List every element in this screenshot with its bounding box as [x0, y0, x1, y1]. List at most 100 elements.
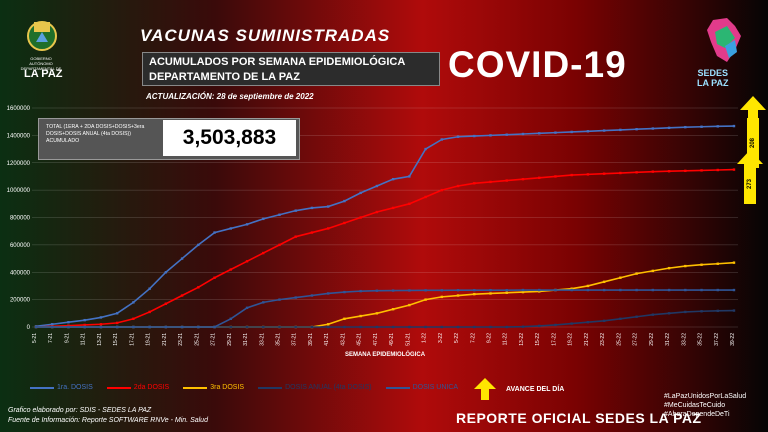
data-point: [294, 296, 297, 299]
data-point: [521, 290, 525, 294]
data-point: [505, 325, 508, 329]
x-tick-label: 5-22: [454, 333, 460, 343]
data-point: [164, 325, 168, 329]
x-tick-label: 25-21: [194, 333, 200, 346]
x-tick-label: 19-21: [146, 333, 152, 346]
data-point: [521, 177, 525, 181]
legend-label: DOSIS UNICA: [412, 384, 459, 391]
y-tick-label: 1600000: [7, 106, 31, 112]
x-tick-label: 33-22: [681, 333, 687, 346]
data-point: [538, 324, 541, 328]
data-point: [700, 263, 703, 266]
data-point: [732, 168, 736, 171]
data-point: [602, 129, 606, 132]
data-point: [489, 288, 492, 292]
hashtags: #LaPazUnidosPorLaSalud #MeCuidasTeCuido …: [664, 392, 746, 419]
sedes-map-icon: [707, 18, 741, 62]
data-point: [294, 325, 297, 329]
data-point: [489, 134, 492, 137]
report-label: REPORTE OFICIAL SEDES LA PAZ: [456, 410, 702, 426]
total-value: 3,503,883: [163, 120, 296, 156]
x-tick-label: 45-21: [357, 333, 363, 346]
data-point: [619, 276, 622, 279]
data-point: [326, 323, 330, 326]
data-point: [99, 316, 103, 319]
data-point: [375, 289, 379, 292]
data-point: [667, 312, 671, 315]
data-point: [489, 325, 492, 329]
sedes-logo-line2: LA PAZ: [697, 78, 729, 88]
y-tick-label: 1400000: [7, 133, 31, 139]
data-point: [408, 303, 411, 307]
data-point: [586, 130, 590, 133]
data-point: [197, 286, 200, 289]
data-point: [278, 213, 281, 216]
y-tick-label: 1000000: [7, 188, 31, 194]
data-point: [67, 325, 70, 329]
hashtag-1: #LaPazUnidosPorLaSalud: [664, 393, 747, 400]
data-point: [684, 288, 687, 292]
legend-swatch: [258, 386, 283, 389]
x-tick-label: 17-21: [129, 333, 135, 346]
x-tick-label: 25-22: [616, 333, 622, 346]
data-point: [684, 125, 687, 129]
data-point: [310, 231, 314, 234]
data-point: [554, 131, 557, 134]
legend-swatch: [183, 386, 208, 389]
data-point: [505, 179, 508, 182]
data-point: [635, 171, 638, 174]
data-point: [586, 284, 590, 288]
data-point: [521, 325, 525, 328]
data-point: [391, 325, 395, 329]
data-point: [440, 295, 444, 299]
x-tick-label: 15-22: [535, 333, 541, 346]
data-point: [505, 291, 508, 294]
data-point: [554, 323, 557, 327]
badge-second: 273: [744, 164, 756, 204]
legend-label: DOSIS ANUAL (4ta DOSIS): [285, 384, 372, 391]
data-point: [310, 294, 314, 297]
data-point: [164, 302, 168, 305]
data-point: [294, 209, 297, 212]
data-point: [538, 290, 541, 293]
series-line-2: [35, 168, 735, 328]
data-point: [651, 269, 655, 273]
legend-item: 3ra DOSIS: [183, 384, 244, 391]
data-point: [456, 288, 460, 292]
data-point: [326, 325, 330, 329]
series-line-4: [36, 309, 735, 328]
data-point: [375, 184, 379, 188]
data-point: [359, 216, 362, 219]
data-point: [538, 132, 541, 135]
data-point: [245, 260, 249, 263]
x-tick-label: 31-22: [665, 333, 671, 346]
legend-label: 1ra. DOSIS: [57, 384, 93, 391]
data-point: [148, 325, 151, 329]
legend-label: 2da DOSIS: [133, 384, 170, 391]
left-logo-small-text: GOBIERNO AUTÓNOMO DEPARTAMENTAL DE: [20, 56, 62, 71]
subtitle-box: ACUMULADOS POR SEMANA EPIDEMIOLÓGICA DEP…: [142, 52, 440, 86]
data-point: [278, 298, 281, 301]
data-point: [538, 176, 541, 180]
data-point: [667, 266, 671, 270]
legend-item: 1ra. DOSIS: [30, 384, 93, 391]
data-point: [310, 325, 314, 329]
data-point: [635, 272, 638, 275]
badge-second-value: 273: [746, 178, 753, 190]
data-point: [570, 322, 573, 325]
data-point: [700, 310, 703, 313]
data-point: [570, 130, 573, 134]
data-point: [83, 318, 86, 322]
data-point: [245, 223, 249, 226]
data-point: [635, 288, 638, 292]
data-point: [554, 288, 557, 292]
data-point: [197, 325, 200, 329]
data-point: [440, 325, 444, 329]
data-point: [343, 325, 346, 329]
y-axis-ticks: 0 200000 400000 600000 800000 1000000 1200000 1…: [7, 106, 31, 331]
data-point: [132, 301, 135, 304]
y-tick-label: 1200000: [7, 161, 31, 167]
data-point: [99, 325, 103, 329]
subtitle-line2: DEPARTAMENTO DE LA PAZ: [149, 71, 300, 83]
x-tick-label: 33-21: [259, 333, 265, 346]
